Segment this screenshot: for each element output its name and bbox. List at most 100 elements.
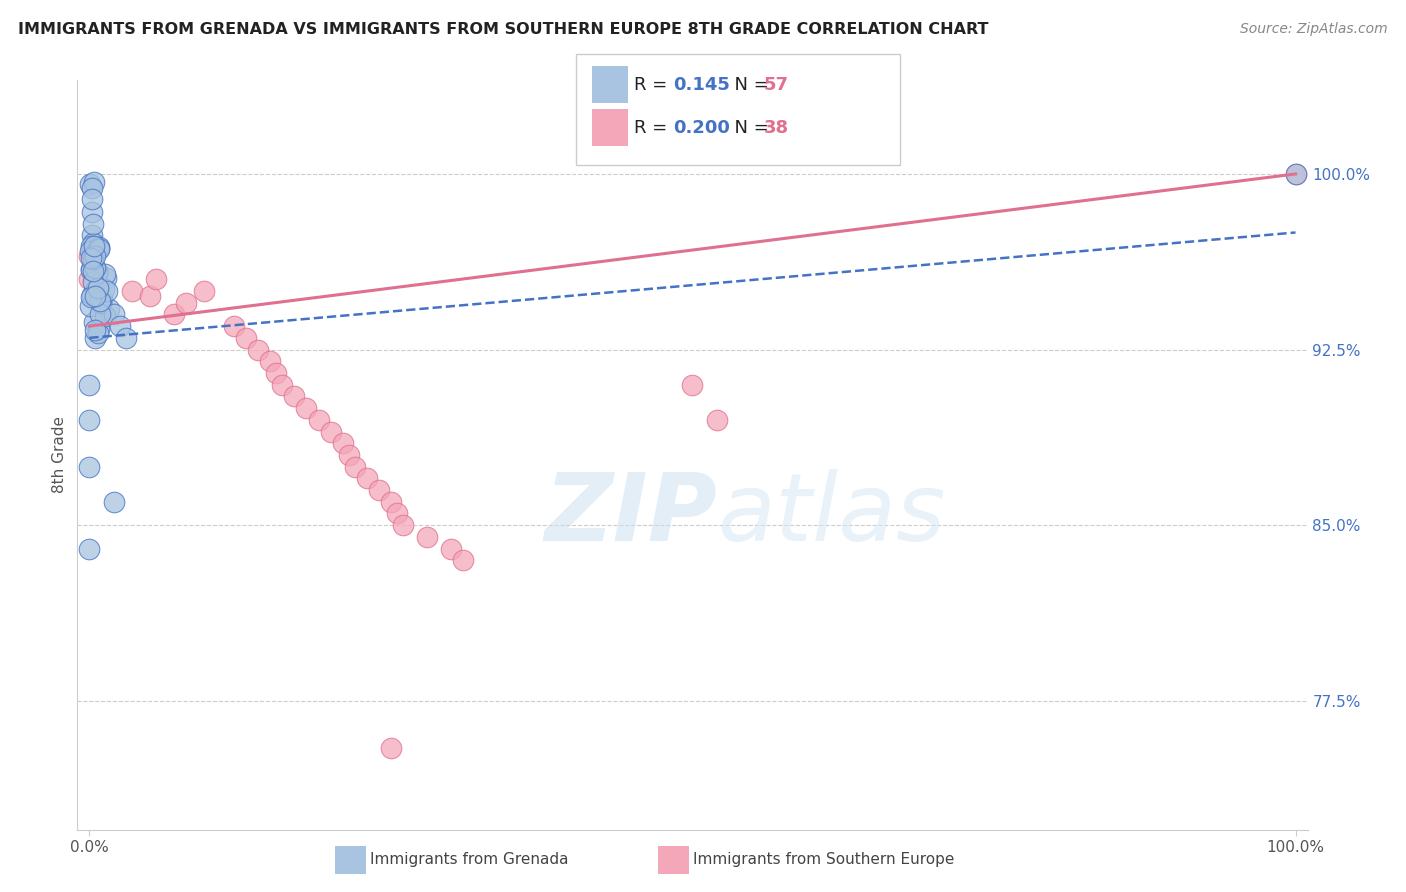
Point bbox=[163, 307, 186, 322]
Point bbox=[308, 413, 330, 427]
Point bbox=[79, 178, 101, 192]
Point bbox=[94, 309, 117, 323]
Point bbox=[332, 436, 354, 450]
Point bbox=[87, 326, 110, 340]
Point bbox=[84, 282, 107, 296]
Point bbox=[103, 307, 125, 322]
Point bbox=[87, 243, 110, 257]
Point bbox=[84, 288, 107, 302]
Point bbox=[121, 284, 143, 298]
Point bbox=[79, 272, 101, 286]
Text: Immigrants from Southern Europe: Immigrants from Southern Europe bbox=[693, 853, 955, 867]
Point bbox=[89, 241, 111, 255]
Point bbox=[193, 284, 215, 298]
Point bbox=[259, 354, 281, 368]
Text: Immigrants from Grenada: Immigrants from Grenada bbox=[370, 853, 568, 867]
Point bbox=[89, 307, 111, 321]
Text: 38: 38 bbox=[763, 119, 789, 136]
Point bbox=[90, 295, 112, 310]
Point bbox=[682, 377, 704, 392]
Point bbox=[83, 238, 105, 252]
Point bbox=[337, 448, 360, 462]
Point bbox=[84, 260, 107, 275]
Text: R =: R = bbox=[634, 119, 673, 136]
Point bbox=[392, 518, 415, 533]
Point bbox=[82, 263, 104, 277]
Point bbox=[96, 284, 118, 298]
Point bbox=[79, 263, 101, 277]
Point bbox=[283, 389, 305, 403]
Point bbox=[79, 377, 101, 392]
Point bbox=[80, 290, 103, 304]
Point bbox=[79, 249, 101, 263]
Point bbox=[80, 252, 103, 266]
Point bbox=[82, 276, 104, 290]
Point bbox=[440, 541, 463, 556]
Text: 0.200: 0.200 bbox=[673, 119, 730, 136]
Text: N =: N = bbox=[723, 119, 775, 136]
Point bbox=[82, 205, 104, 219]
Point bbox=[145, 272, 167, 286]
Point bbox=[86, 264, 108, 278]
Point bbox=[319, 425, 342, 439]
Point bbox=[79, 244, 101, 259]
Point bbox=[79, 299, 101, 313]
Point bbox=[93, 282, 115, 296]
Point bbox=[343, 459, 366, 474]
Text: 0.145: 0.145 bbox=[673, 76, 730, 94]
Point bbox=[90, 292, 112, 306]
Point bbox=[80, 288, 103, 302]
Point bbox=[80, 239, 103, 253]
Point bbox=[380, 740, 402, 755]
Point bbox=[94, 267, 117, 281]
Point bbox=[84, 331, 107, 345]
Point bbox=[224, 319, 246, 334]
Point bbox=[247, 343, 270, 357]
Point bbox=[82, 192, 104, 206]
Point bbox=[86, 266, 108, 280]
Point bbox=[295, 401, 318, 415]
Point bbox=[1284, 167, 1306, 181]
Point bbox=[82, 252, 104, 266]
Text: ZIP: ZIP bbox=[544, 469, 717, 561]
Point bbox=[79, 541, 101, 556]
Point bbox=[79, 459, 101, 474]
Point bbox=[385, 507, 408, 521]
Point bbox=[83, 175, 105, 189]
Point bbox=[83, 246, 105, 260]
Point bbox=[235, 331, 257, 345]
Point bbox=[82, 217, 104, 231]
Text: N =: N = bbox=[723, 76, 775, 94]
Point bbox=[84, 249, 107, 263]
Point bbox=[89, 293, 111, 308]
Point bbox=[174, 295, 197, 310]
Point bbox=[356, 471, 378, 485]
Point bbox=[87, 281, 110, 295]
Text: R =: R = bbox=[634, 76, 673, 94]
Point bbox=[79, 413, 101, 427]
Point bbox=[80, 227, 103, 242]
Point bbox=[84, 284, 107, 298]
Point bbox=[108, 319, 131, 334]
Y-axis label: 8th Grade: 8th Grade bbox=[52, 417, 67, 493]
Point bbox=[103, 494, 125, 508]
Point bbox=[380, 494, 402, 508]
Text: atlas: atlas bbox=[717, 469, 945, 560]
Point bbox=[83, 315, 105, 329]
Point bbox=[266, 366, 288, 380]
Point bbox=[83, 248, 105, 262]
Point bbox=[114, 331, 136, 345]
Point bbox=[453, 553, 475, 567]
Point bbox=[80, 262, 103, 277]
Point bbox=[416, 530, 439, 544]
Point bbox=[1284, 167, 1306, 181]
Point bbox=[82, 235, 104, 250]
Point bbox=[706, 413, 728, 427]
Text: Source: ZipAtlas.com: Source: ZipAtlas.com bbox=[1240, 22, 1388, 37]
Text: 57: 57 bbox=[763, 76, 789, 94]
Point bbox=[82, 181, 104, 195]
Point bbox=[87, 240, 110, 254]
Point bbox=[84, 260, 107, 275]
Text: IMMIGRANTS FROM GRENADA VS IMMIGRANTS FROM SOUTHERN EUROPE 8TH GRADE CORRELATION: IMMIGRANTS FROM GRENADA VS IMMIGRANTS FR… bbox=[18, 22, 988, 37]
Point bbox=[367, 483, 389, 497]
